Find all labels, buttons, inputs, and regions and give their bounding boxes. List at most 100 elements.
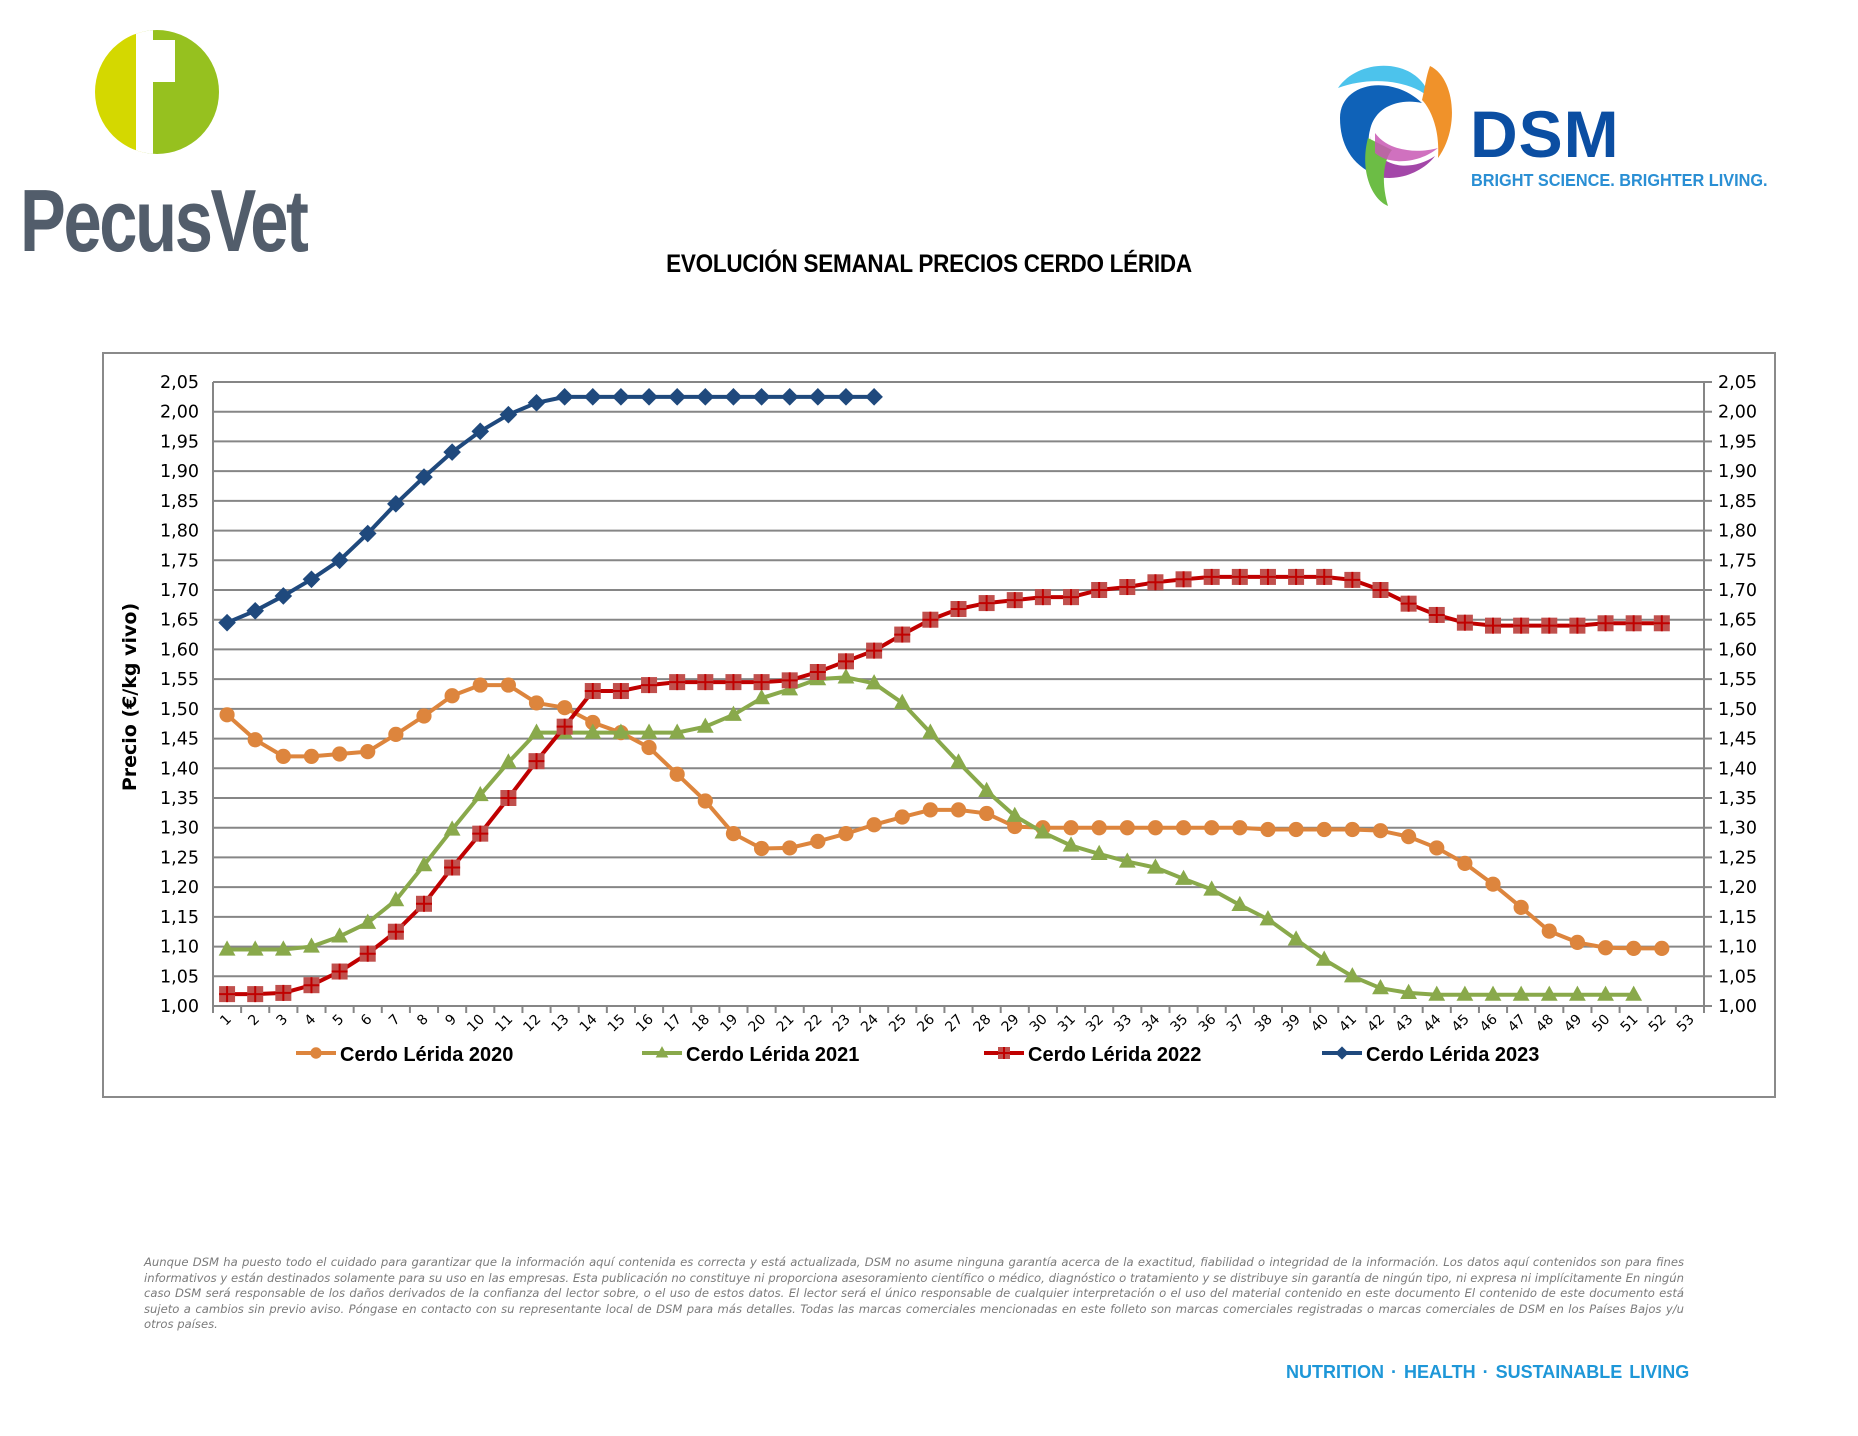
dsm-logo: DSM BRIGHT SCIENCE. BRIGHTER LIVING. — [1330, 58, 1800, 208]
y-tick-label-right: 1,90 — [1718, 462, 1757, 482]
data-point — [1090, 844, 1108, 860]
x-tick-label: 19 — [717, 1012, 741, 1036]
data-point — [444, 859, 461, 876]
x-tick-label: 26 — [914, 1011, 938, 1035]
y-tick-label: 1,30 — [160, 819, 199, 839]
data-point — [528, 753, 545, 770]
legend-label: Cerdo Lérida 2023 — [1366, 1044, 1539, 1066]
y-tick-label: 2,05 — [160, 373, 199, 393]
x-tick-label: 24 — [858, 1011, 882, 1035]
x-tick-label: 33 — [1111, 1012, 1135, 1036]
y-tick-label-right: 1,55 — [1718, 670, 1757, 690]
y-tick-label-right: 1,15 — [1718, 908, 1757, 928]
data-point — [1034, 823, 1052, 839]
x-tick-label: 4 — [302, 1011, 320, 1029]
x-tick-label: 6 — [358, 1011, 376, 1029]
data-point — [921, 723, 939, 739]
data-point — [1288, 568, 1305, 585]
data-point — [471, 422, 490, 441]
y-tick-label-right: 1,75 — [1718, 551, 1757, 571]
data-point — [668, 388, 686, 406]
x-tick-label: 5 — [330, 1012, 348, 1030]
legend-item: Cerdo Lérida 2020 — [296, 1044, 513, 1066]
y-tick-label: 1,85 — [160, 492, 199, 512]
x-tick-label: 17 — [661, 1012, 685, 1036]
y-tick-label: 1,65 — [160, 611, 199, 631]
pecusvet-emblem-left — [95, 30, 144, 154]
y-tick-label: 1,40 — [160, 759, 199, 779]
series-line — [225, 683, 1662, 951]
y-tick-label: 1,05 — [160, 967, 199, 987]
x-tick-label: 27 — [942, 1012, 966, 1036]
legend-label: Cerdo Lérida 2022 — [1028, 1044, 1201, 1066]
data-point — [1485, 876, 1501, 892]
y-tick-label-right: 1,40 — [1718, 759, 1757, 779]
data-point — [979, 805, 995, 822]
data-point — [1569, 985, 1586, 1001]
y-tick-label-right: 1,50 — [1718, 700, 1757, 720]
x-tick-label: 23 — [830, 1012, 854, 1036]
data-point — [1203, 568, 1220, 585]
data-point — [1204, 820, 1220, 836]
legend-item: Cerdo Lérida 2021 — [642, 1044, 859, 1066]
data-point — [557, 700, 573, 716]
y-tick-label: 1,95 — [160, 432, 199, 452]
y-tick-label: 1,20 — [160, 878, 199, 898]
data-point — [1119, 820, 1135, 836]
data-point — [1456, 985, 1474, 1001]
data-point — [583, 388, 602, 406]
data-point — [218, 613, 236, 632]
line-chart: 1,00 1,00 1,05 1,05 1,10 1,10 1,15 1,15 1,20 1,20… — [119, 373, 1757, 1066]
data-point — [1653, 615, 1670, 632]
data-point — [1513, 617, 1530, 634]
data-point — [1429, 840, 1445, 856]
x-tick-label: 40 — [1308, 1012, 1332, 1036]
data-point — [781, 672, 798, 689]
data-point — [865, 674, 883, 690]
x-tick-label: 11 — [492, 1012, 516, 1036]
data-point — [1484, 985, 1502, 1001]
data-point — [1541, 923, 1557, 939]
data-point — [1315, 950, 1333, 966]
y-tick-label: 1,25 — [160, 848, 199, 868]
data-point — [894, 626, 911, 643]
x-tick-label: 10 — [464, 1012, 488, 1036]
data-point — [472, 825, 489, 842]
data-point — [472, 677, 488, 693]
y-tick-label-right: 1,00 — [1718, 997, 1757, 1017]
series-cerdo-l-rida-2023 — [218, 388, 883, 632]
data-point — [809, 388, 827, 406]
data-point — [499, 753, 517, 769]
x-tick-label: 31 — [1055, 1012, 1079, 1036]
x-tick-label: 45 — [1449, 1012, 1473, 1036]
data-point — [1597, 615, 1614, 632]
y-tick-label-right: 1,85 — [1718, 492, 1757, 512]
x-tick-label: 13 — [549, 1012, 573, 1036]
data-point — [641, 677, 658, 694]
chart-frame: 1,00 1,00 1,05 1,05 1,10 1,10 1,15 1,15 1,20 1,20… — [102, 352, 1776, 1098]
data-point — [838, 826, 854, 842]
disclaimer-text: Aunque DSM ha puesto todo el cuidado par… — [144, 1255, 1684, 1332]
data-point — [1372, 823, 1389, 839]
data-point — [1231, 568, 1248, 585]
y-tick-label: 1,55 — [160, 670, 199, 690]
gridlines — [213, 381, 1704, 1007]
data-point — [612, 683, 629, 700]
y-tick-label: 1,35 — [160, 789, 199, 809]
x-tick-label: 21 — [774, 1012, 798, 1036]
data-point — [1063, 820, 1079, 836]
data-point — [1541, 617, 1558, 634]
data-point — [1063, 589, 1080, 606]
y-tick-label-right: 2,05 — [1718, 373, 1757, 393]
data-point — [310, 1047, 322, 1059]
x-tick-label: 35 — [1167, 1012, 1191, 1036]
y-tick-label: 2,00 — [160, 403, 199, 423]
data-point — [246, 940, 264, 956]
data-point — [1569, 617, 1586, 634]
data-point — [584, 683, 601, 700]
x-tick-label: 15 — [605, 1012, 629, 1036]
data-point — [1626, 940, 1642, 956]
data-point — [528, 695, 545, 711]
data-point — [1457, 855, 1473, 871]
data-point — [809, 664, 826, 681]
